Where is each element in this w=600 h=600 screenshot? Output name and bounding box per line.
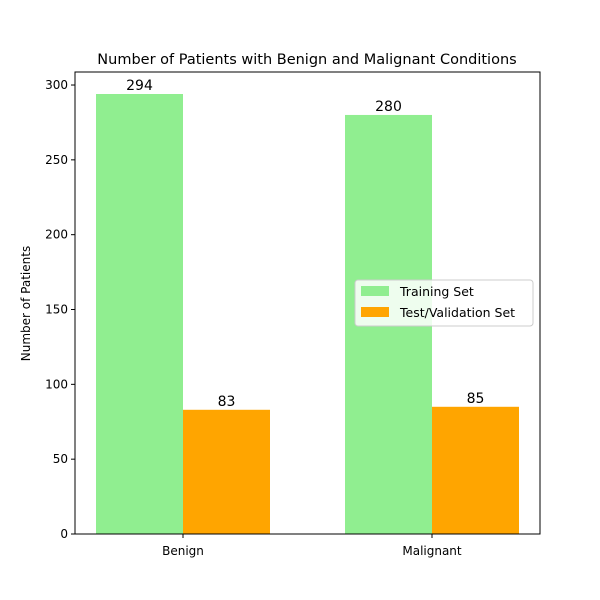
y-tick-label: 150 — [45, 303, 68, 317]
y-tick-label: 250 — [45, 153, 68, 167]
legend-swatch-training — [361, 286, 389, 296]
legend-label-training: Training Set — [399, 284, 474, 299]
x-tick-label-malignant: Malignant — [402, 544, 462, 558]
data-label-malignant-test-validation: 85 — [467, 391, 485, 407]
plot-area: 294 83 280 85 0 50 100 150 200 250 300 Benign Malign… — [45, 71, 541, 558]
bar-benign-test-validation — [183, 409, 270, 534]
legend-swatch-test-validation — [361, 307, 389, 317]
data-label-benign-training: 294 — [126, 78, 153, 94]
y-tick-label: 100 — [45, 377, 68, 391]
axes-frame — [74, 71, 541, 535]
y-axis-label: Number of Patients — [19, 246, 33, 361]
chart-title: Number of Patients with Benign and Malig… — [97, 52, 516, 68]
y-tick-label: 0 — [60, 527, 68, 541]
data-label-benign-test-validation: 83 — [218, 394, 236, 410]
legend-label-test-validation: Test/Validation Set — [399, 305, 515, 320]
y-tick-label: 50 — [53, 452, 68, 466]
x-tick-label-benign: Benign — [162, 544, 204, 558]
y-tick-label: 200 — [45, 228, 68, 242]
legend: Training Set Test/Validation Set — [354, 279, 534, 327]
legend-box — [354, 279, 534, 327]
bar-malignant-test-validation — [432, 406, 519, 534]
bar-benign-training — [96, 94, 183, 534]
data-label-malignant-training: 280 — [375, 99, 402, 115]
y-tick-label: 300 — [45, 78, 68, 92]
